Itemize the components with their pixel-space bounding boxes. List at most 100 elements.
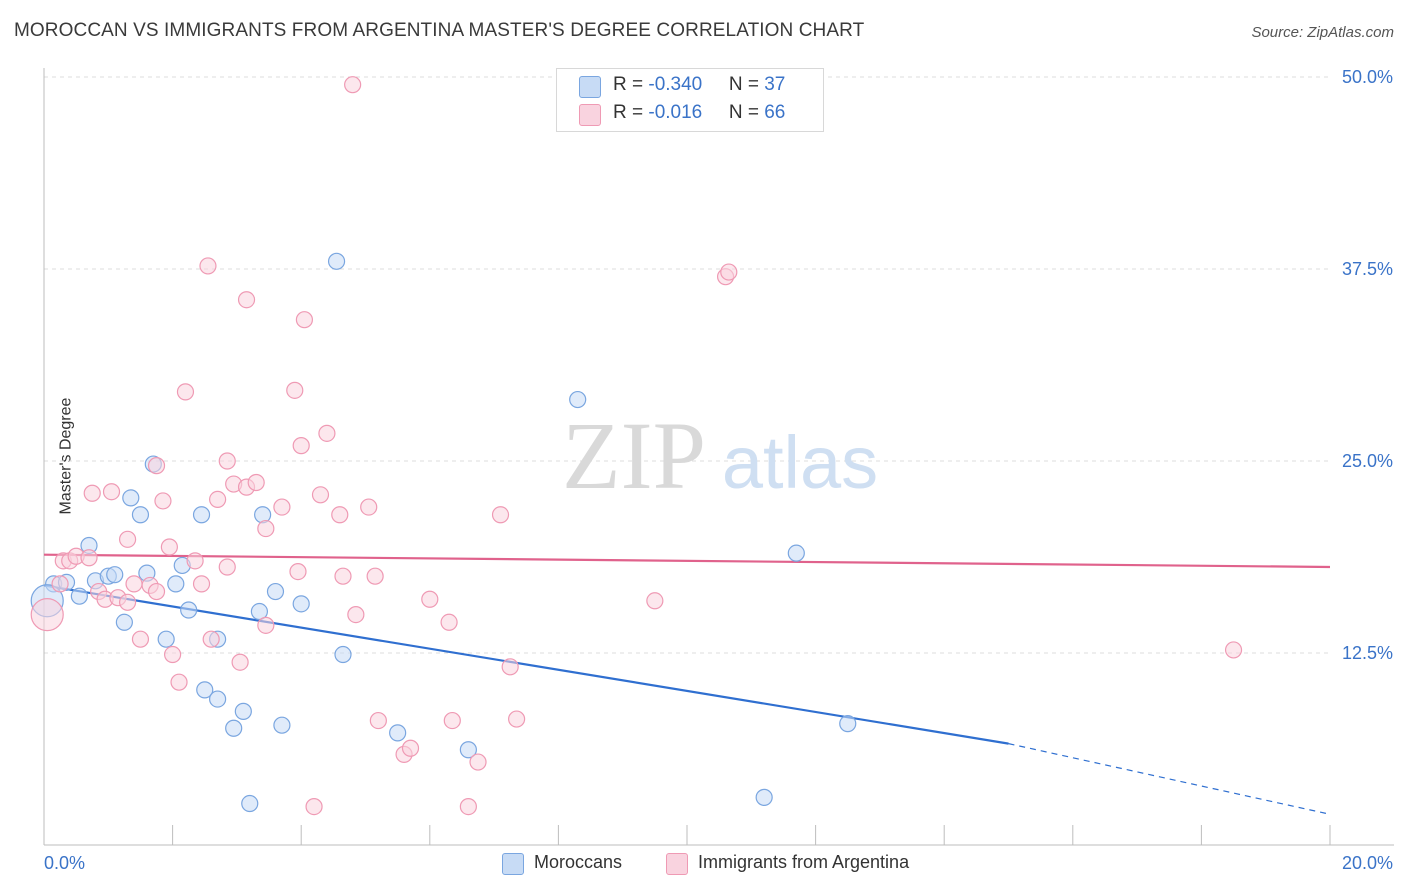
moroccans-point — [334, 645, 352, 664]
argentina-point — [102, 483, 121, 501]
y-tick-label-3: 50.0% — [1342, 67, 1393, 87]
argentina-point — [334, 567, 352, 585]
moroccans-point — [196, 681, 214, 699]
moroccans-point — [755, 788, 773, 806]
moroccans-point — [157, 630, 175, 648]
legend-r-argentina: -0.016 — [648, 102, 703, 123]
argentina-point — [347, 605, 365, 624]
argentina-point — [289, 562, 307, 581]
grid-lines — [44, 76, 1330, 654]
series-swatch-argentina — [666, 853, 688, 875]
argentina-point — [292, 437, 310, 455]
chart-title: MOROCCAN VS IMMIGRANTS FROM ARGENTINA MA… — [14, 20, 865, 41]
argentina-point — [360, 498, 378, 516]
moroccans-point — [839, 715, 857, 733]
moroccans-point — [115, 613, 133, 631]
y-tick-label-2: 37.5% — [1342, 259, 1393, 279]
argentina-point — [469, 753, 487, 771]
argentina-point — [192, 575, 211, 593]
argentina-point — [369, 711, 387, 730]
argentina-point — [344, 76, 362, 94]
argentina-point — [286, 381, 304, 399]
x-tick-label-0: 0.0% — [44, 853, 85, 873]
argentina-point — [147, 457, 166, 475]
moroccans-point — [70, 587, 88, 605]
argentina-point — [176, 383, 195, 401]
series-legend: Moroccans Immigrants from Argentina — [0, 852, 1406, 876]
moroccans-point — [273, 716, 291, 734]
argentina-point — [170, 673, 188, 691]
watermark: ZIP atlas — [562, 402, 878, 509]
argentina-point — [508, 710, 526, 728]
argentina-point — [83, 484, 101, 502]
argentina-point — [218, 558, 236, 576]
argentina-point — [164, 645, 182, 664]
moroccans-point — [180, 601, 198, 619]
argentina-point — [199, 257, 217, 275]
moroccans-point — [250, 602, 269, 621]
watermark-zip: ZIP — [562, 402, 706, 509]
argentina-point — [30, 597, 64, 632]
moroccans-point — [131, 506, 150, 524]
argentina-point — [118, 593, 137, 611]
moroccans-point — [225, 719, 243, 737]
argentina-point — [443, 711, 461, 730]
series-swatch-moroccans — [502, 853, 524, 875]
chart-source: Source: ZipAtlas.com — [1251, 24, 1394, 41]
argentina-point — [202, 630, 220, 648]
argentina-point — [231, 653, 249, 671]
argentina-point — [257, 616, 275, 634]
argentina-point — [186, 552, 204, 570]
argentina-point — [501, 658, 519, 676]
moroccans-point — [192, 506, 211, 524]
argentina-point — [247, 473, 265, 492]
argentina-point — [459, 797, 477, 816]
watermark-atlas: atlas — [722, 421, 878, 504]
argentina-point — [147, 582, 166, 601]
moroccans-point — [292, 595, 310, 613]
data-points — [30, 76, 1243, 816]
series-label-argentina: Immigrants from Argentina — [698, 852, 910, 872]
argentina-point — [1224, 641, 1243, 659]
argentina-point — [311, 486, 330, 504]
moroccans-point — [234, 702, 252, 720]
series-label-moroccans: Moroccans — [534, 852, 623, 872]
legend-n-argentina: 66 — [764, 102, 786, 123]
argentina-point — [154, 492, 172, 510]
argentina-point — [51, 575, 69, 593]
argentina-point — [80, 549, 98, 567]
legend-swatch-moroccans — [579, 76, 601, 98]
argentina-trend-line — [43, 553, 1331, 569]
moroccans-point — [459, 741, 477, 759]
moroccans-point — [327, 252, 346, 270]
argentina-point — [237, 291, 256, 309]
legend-r-moroccans: -0.340 — [648, 74, 703, 95]
axes — [43, 68, 1394, 846]
argentina-point — [491, 506, 510, 524]
moroccans-point — [389, 724, 407, 742]
argentina-point — [160, 538, 178, 556]
moroccans-point — [266, 582, 285, 601]
tick-labels: 12.5% 25.0% 37.5% 50.0% 0.0% 20.0% — [44, 67, 1393, 873]
trend-lines — [43, 553, 1331, 815]
moroccans-trend-extension — [1008, 743, 1331, 815]
argentina-point — [331, 506, 349, 524]
argentina-point — [131, 630, 150, 648]
x-tick-label-1: 20.0% — [1342, 853, 1393, 873]
moroccans-point — [241, 794, 259, 813]
legend-n-moroccans: 37 — [764, 74, 786, 95]
y-tick-label-1: 25.0% — [1342, 451, 1393, 471]
moroccans-point — [122, 489, 140, 507]
argentina-point — [218, 452, 236, 470]
argentina-point — [118, 530, 137, 548]
argentina-point — [273, 498, 291, 516]
argentina-point — [305, 797, 323, 816]
argentina-point — [209, 490, 227, 508]
y-tick-label-0: 12.5% — [1342, 643, 1393, 663]
argentina-point — [125, 575, 143, 593]
argentina-point — [318, 424, 336, 442]
argentina-point — [646, 592, 664, 610]
moroccans-point — [787, 544, 805, 562]
moroccans-point — [209, 690, 227, 708]
